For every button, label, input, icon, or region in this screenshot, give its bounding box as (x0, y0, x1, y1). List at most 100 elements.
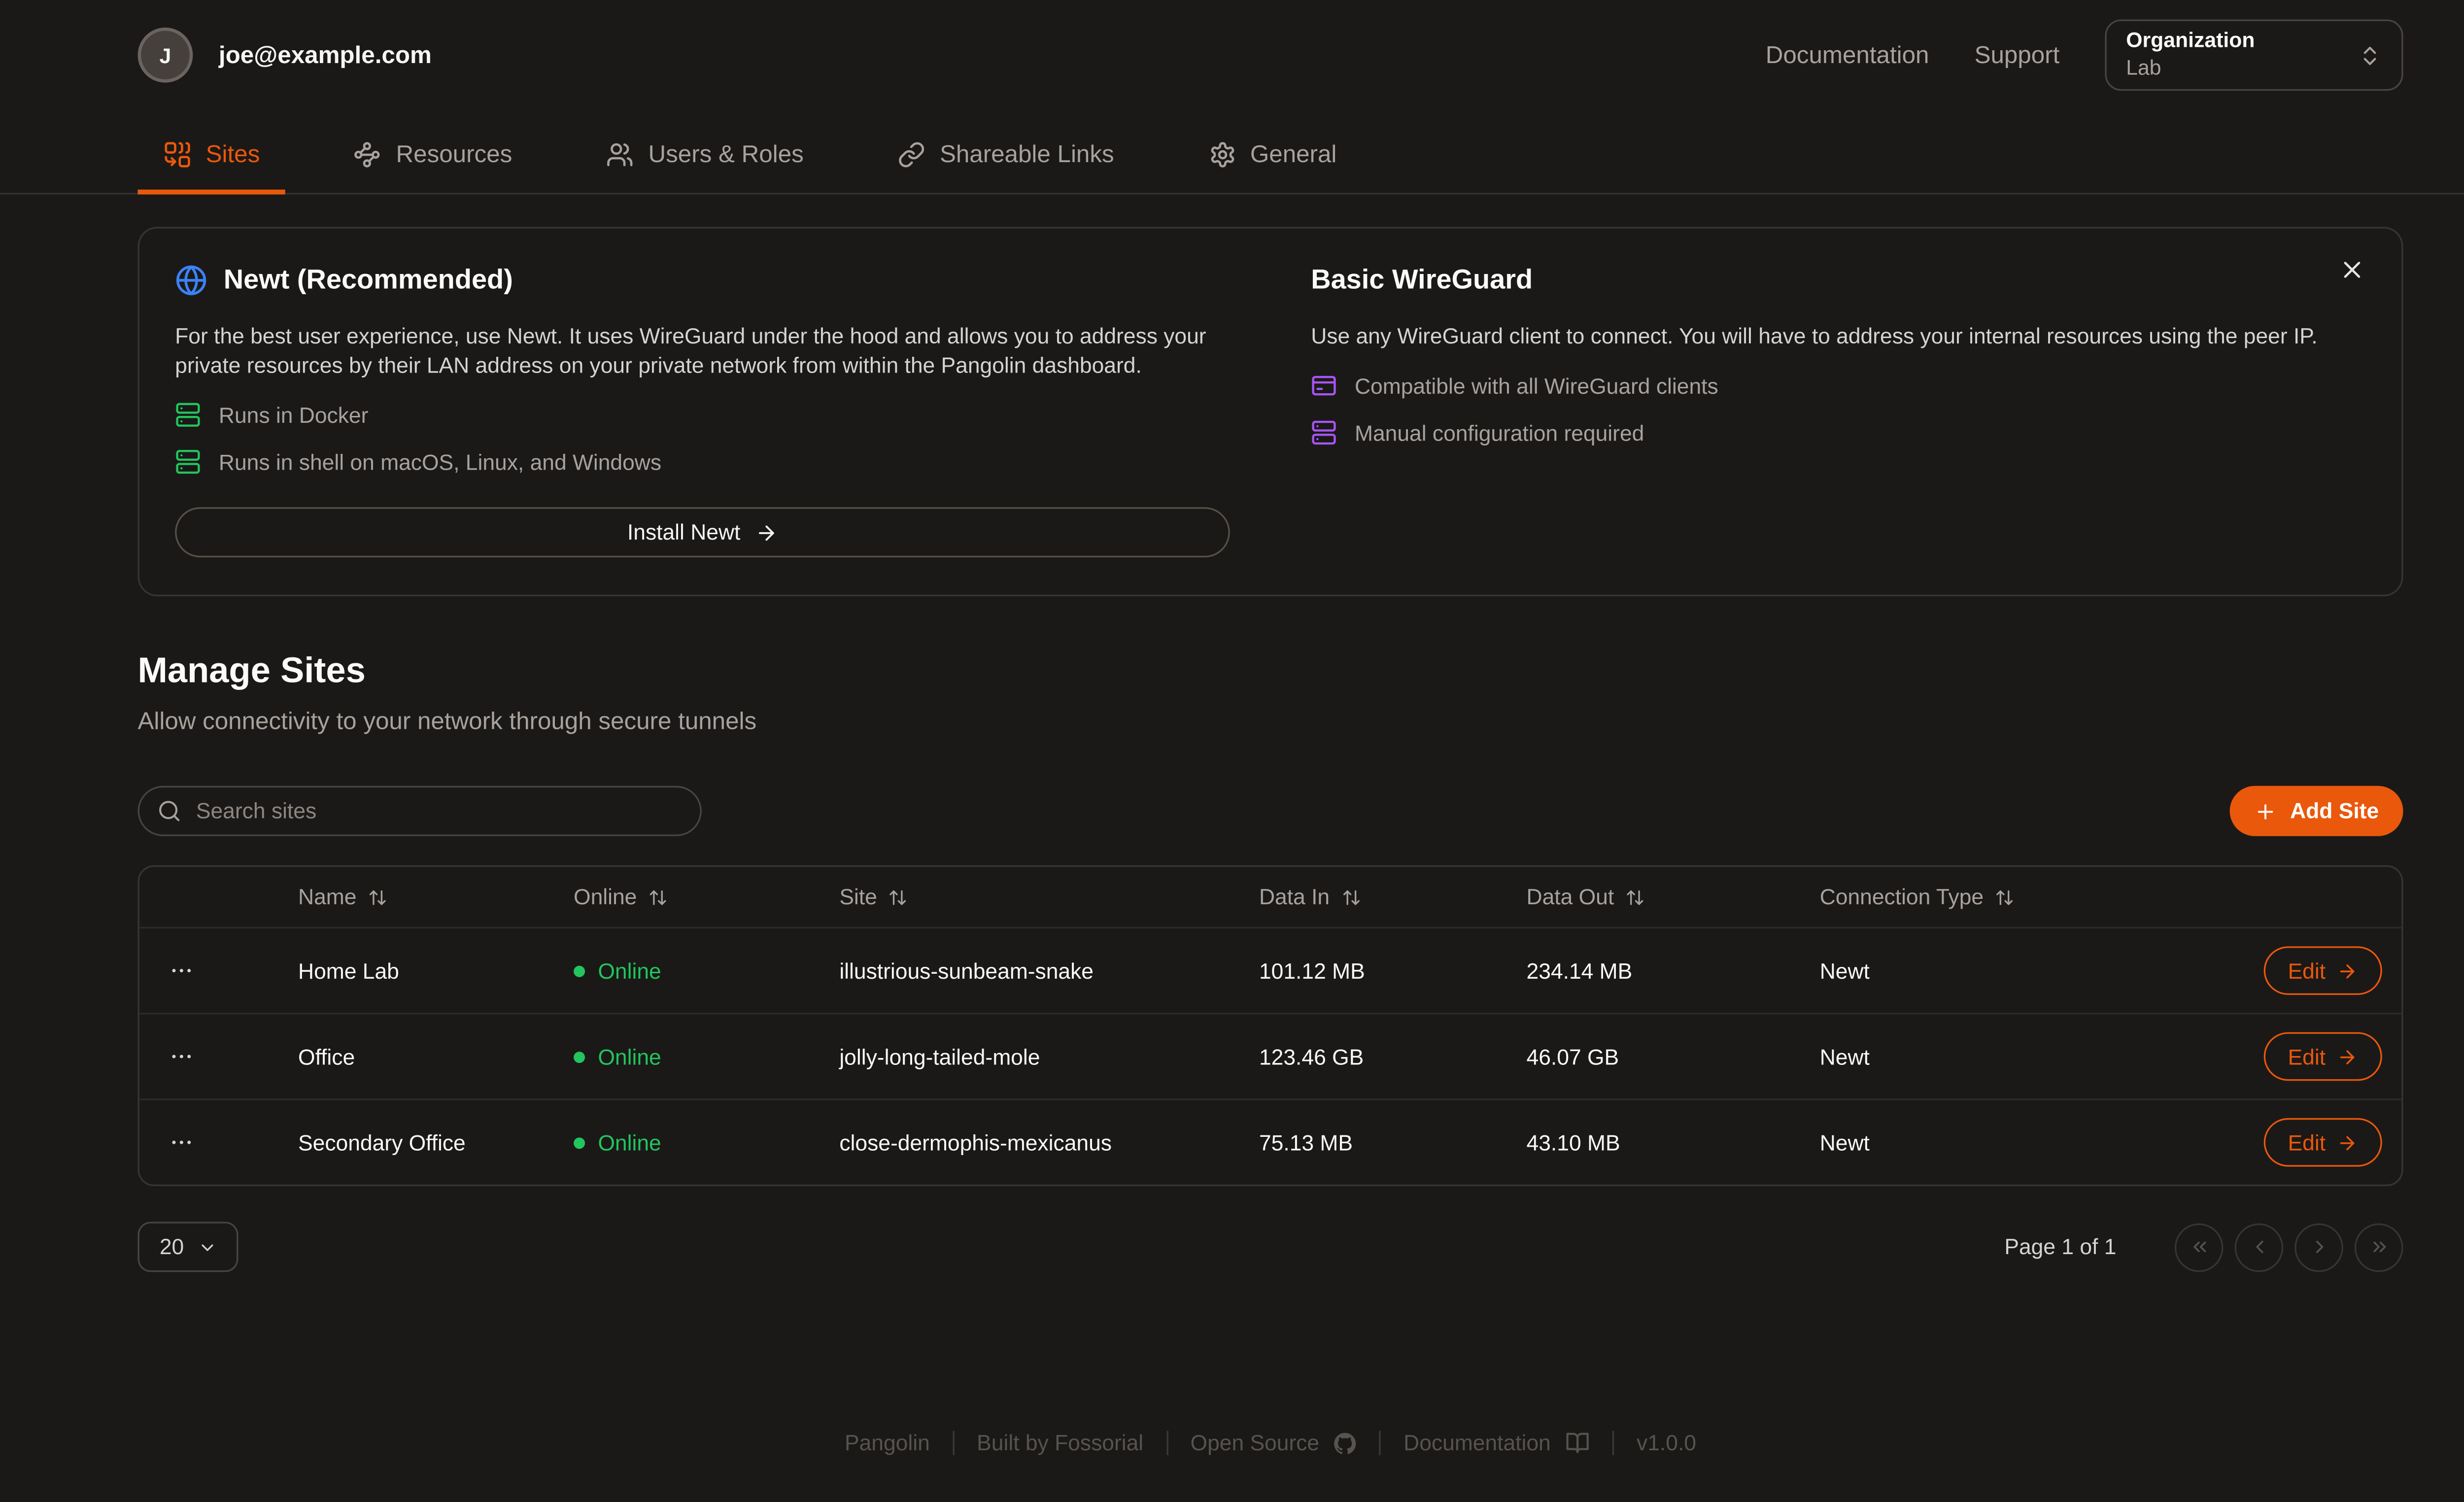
footer-divider (952, 1431, 955, 1455)
status-badge: Online (574, 958, 839, 983)
install-newt-button[interactable]: Install Newt (175, 507, 1230, 558)
data-out-value: 43.10 MB (1526, 1130, 1620, 1155)
footer-divider (1612, 1431, 1614, 1455)
row-menu-icon[interactable] (139, 957, 298, 984)
newt-description: For the best user experience, use Newt. … (175, 324, 1206, 378)
globe-icon (175, 264, 207, 297)
install-newt-label: Install Newt (627, 520, 741, 545)
arrow-right-icon (755, 521, 778, 544)
next-page-button[interactable] (2294, 1222, 2343, 1271)
column-header-data-out[interactable]: Data Out (1527, 885, 1820, 909)
documentation-link[interactable]: Documentation (1765, 41, 1929, 69)
tab-shareable-links-label: Shareable Links (939, 141, 1114, 169)
gear-icon (1208, 141, 1235, 169)
server-icon (175, 402, 201, 428)
tab-users-roles[interactable]: Users & Roles (580, 141, 829, 193)
edit-button[interactable]: Edit (2263, 946, 2382, 995)
tab-users-roles-label: Users & Roles (648, 141, 804, 169)
arrow-right-icon (2337, 1046, 2358, 1067)
last-page-button[interactable] (2354, 1222, 2403, 1271)
newt-feature-label: Runs in Docker (218, 403, 369, 427)
plus-icon (2255, 800, 2277, 822)
chevrons-left-icon (2189, 1236, 2210, 1258)
tab-resources[interactable]: Resources (328, 141, 538, 193)
chevron-right-icon (2308, 1236, 2329, 1258)
sort-icon (1341, 887, 1360, 906)
tab-bar: Sites Resources Users & Roles Shareable … (0, 110, 2464, 195)
pagination-bar: 20 Page 1 of 1 (137, 1222, 2403, 1272)
page-footer: Pangolin Built by Fossorial Open Source … (0, 1431, 2464, 1455)
sites-table: Name Online Site Data In Data Out Connec… (137, 865, 2403, 1187)
edit-button[interactable]: Edit (2263, 1032, 2382, 1081)
first-page-button[interactable] (2174, 1222, 2224, 1271)
search-input[interactable] (137, 785, 702, 836)
page-subtitle: Allow connectivity to your network throu… (137, 708, 757, 736)
tab-general-label: General (1250, 141, 1337, 169)
site-slug: jolly-long-tailed-mole (839, 1044, 1040, 1069)
avatar-initial: J (159, 43, 171, 68)
support-link[interactable]: Support (1974, 41, 2060, 69)
wireguard-description: Use any WireGuard client to connect. You… (1311, 324, 2318, 348)
wireguard-feature: Compatible with all WireGuard clients (1311, 373, 2366, 399)
arrow-right-icon (2337, 1132, 2358, 1153)
chevrons-up-down-icon (2358, 43, 2382, 67)
connection-type-value: Newt (1819, 1044, 1870, 1069)
newt-feature-label: Runs in shell on macOS, Linux, and Windo… (218, 449, 662, 474)
page-title: Manage Sites (137, 649, 366, 690)
github-icon (1334, 1432, 1357, 1454)
site-slug: illustrious-sunbeam-snake (839, 958, 1094, 983)
footer-open-source[interactable]: Open Source (1191, 1431, 1357, 1455)
manage-sites-section: Manage Sites Allow connectivity to your … (138, 650, 2403, 736)
footer-divider (1166, 1431, 1168, 1455)
tab-shareable-links[interactable]: Shareable Links (872, 141, 1140, 193)
tab-resources-label: Resources (396, 141, 513, 169)
search-container (137, 785, 702, 836)
users-icon (606, 141, 634, 169)
page-size-select[interactable]: 20 (137, 1222, 239, 1272)
column-header-name[interactable]: Name (298, 885, 574, 909)
wireguard-feature: Manual configuration required (1311, 420, 2366, 446)
sort-icon (889, 887, 908, 906)
footer-built-by[interactable]: Built by Fossorial (977, 1431, 1144, 1455)
newt-title: Newt (Recommended) (223, 264, 513, 295)
data-out-value: 234.14 MB (1526, 958, 1633, 983)
credit-card-icon (1311, 373, 1337, 399)
column-header-site[interactable]: Site (839, 885, 1259, 909)
newt-feature: Runs in Docker (175, 402, 1230, 428)
column-header-online[interactable]: Online (574, 885, 839, 909)
edit-button[interactable]: Edit (2263, 1118, 2382, 1167)
table-controls: Add Site (137, 785, 2403, 836)
book-open-icon (1565, 1431, 1589, 1455)
footer-divider (1379, 1431, 1381, 1455)
waypoints-icon (354, 141, 381, 169)
tab-general[interactable]: General (1182, 141, 1363, 193)
data-in-value: 75.13 MB (1259, 1130, 1353, 1155)
header-nav: Documentation Support Organization Lab (1766, 19, 2403, 91)
column-header-connection-type[interactable]: Connection Type (1820, 885, 2264, 909)
org-selector[interactable]: Organization Lab (2105, 19, 2403, 91)
row-menu-icon[interactable] (139, 1044, 298, 1070)
newt-feature: Runs in shell on macOS, Linux, and Windo… (175, 449, 1230, 475)
data-in-value: 123.46 GB (1259, 1044, 1364, 1069)
column-header-data-in[interactable]: Data In (1259, 885, 1527, 909)
org-selector-value: Lab (2126, 55, 2161, 80)
wireguard-feature-label: Compatible with all WireGuard clients (1354, 373, 1718, 398)
close-icon[interactable] (2333, 251, 2369, 287)
footer-brand[interactable]: Pangolin (845, 1431, 930, 1455)
add-site-button[interactable]: Add Site (2230, 785, 2403, 836)
page-size-value: 20 (159, 1234, 184, 1259)
avatar[interactable]: J (137, 27, 193, 83)
footer-documentation[interactable]: Documentation (1403, 1431, 1590, 1455)
combine-icon (164, 141, 191, 169)
row-menu-icon[interactable] (139, 1129, 298, 1156)
org-selector-label: Organization (2126, 28, 2255, 52)
server-icon (1311, 420, 1337, 446)
prev-page-button[interactable] (2234, 1222, 2284, 1271)
add-site-label: Add Site (2290, 799, 2379, 823)
table-header-row: Name Online Site Data In Data Out Connec… (139, 867, 2401, 927)
tab-sites[interactable]: Sites (137, 141, 287, 195)
chevrons-right-icon (2368, 1236, 2390, 1258)
top-header: J joe@example.com Documentation Support … (0, 0, 2464, 110)
tab-sites-label: Sites (205, 141, 260, 169)
